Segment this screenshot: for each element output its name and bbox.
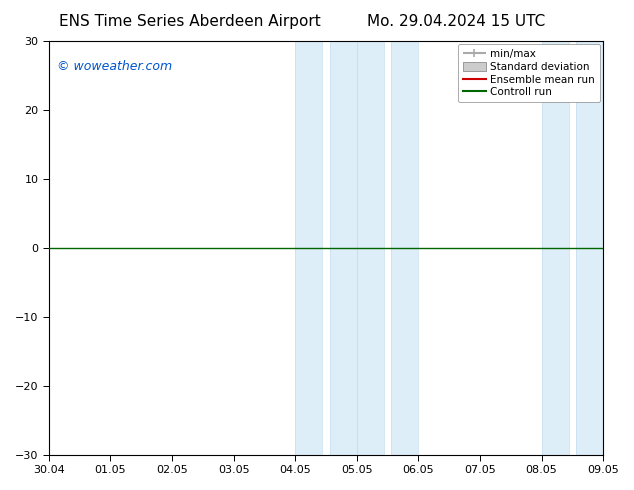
Text: © woweather.com: © woweather.com: [57, 60, 172, 73]
Bar: [295, 41, 322, 455]
Bar: [576, 41, 603, 455]
Text: Mo. 29.04.2024 15 UTC: Mo. 29.04.2024 15 UTC: [367, 14, 546, 29]
Text: ENS Time Series Aberdeen Airport: ENS Time Series Aberdeen Airport: [60, 14, 321, 29]
Bar: [357, 41, 384, 455]
Bar: [391, 41, 418, 455]
Bar: [330, 41, 357, 455]
Legend: min/max, Standard deviation, Ensemble mean run, Controll run: min/max, Standard deviation, Ensemble me…: [458, 44, 600, 102]
Bar: [541, 41, 569, 455]
